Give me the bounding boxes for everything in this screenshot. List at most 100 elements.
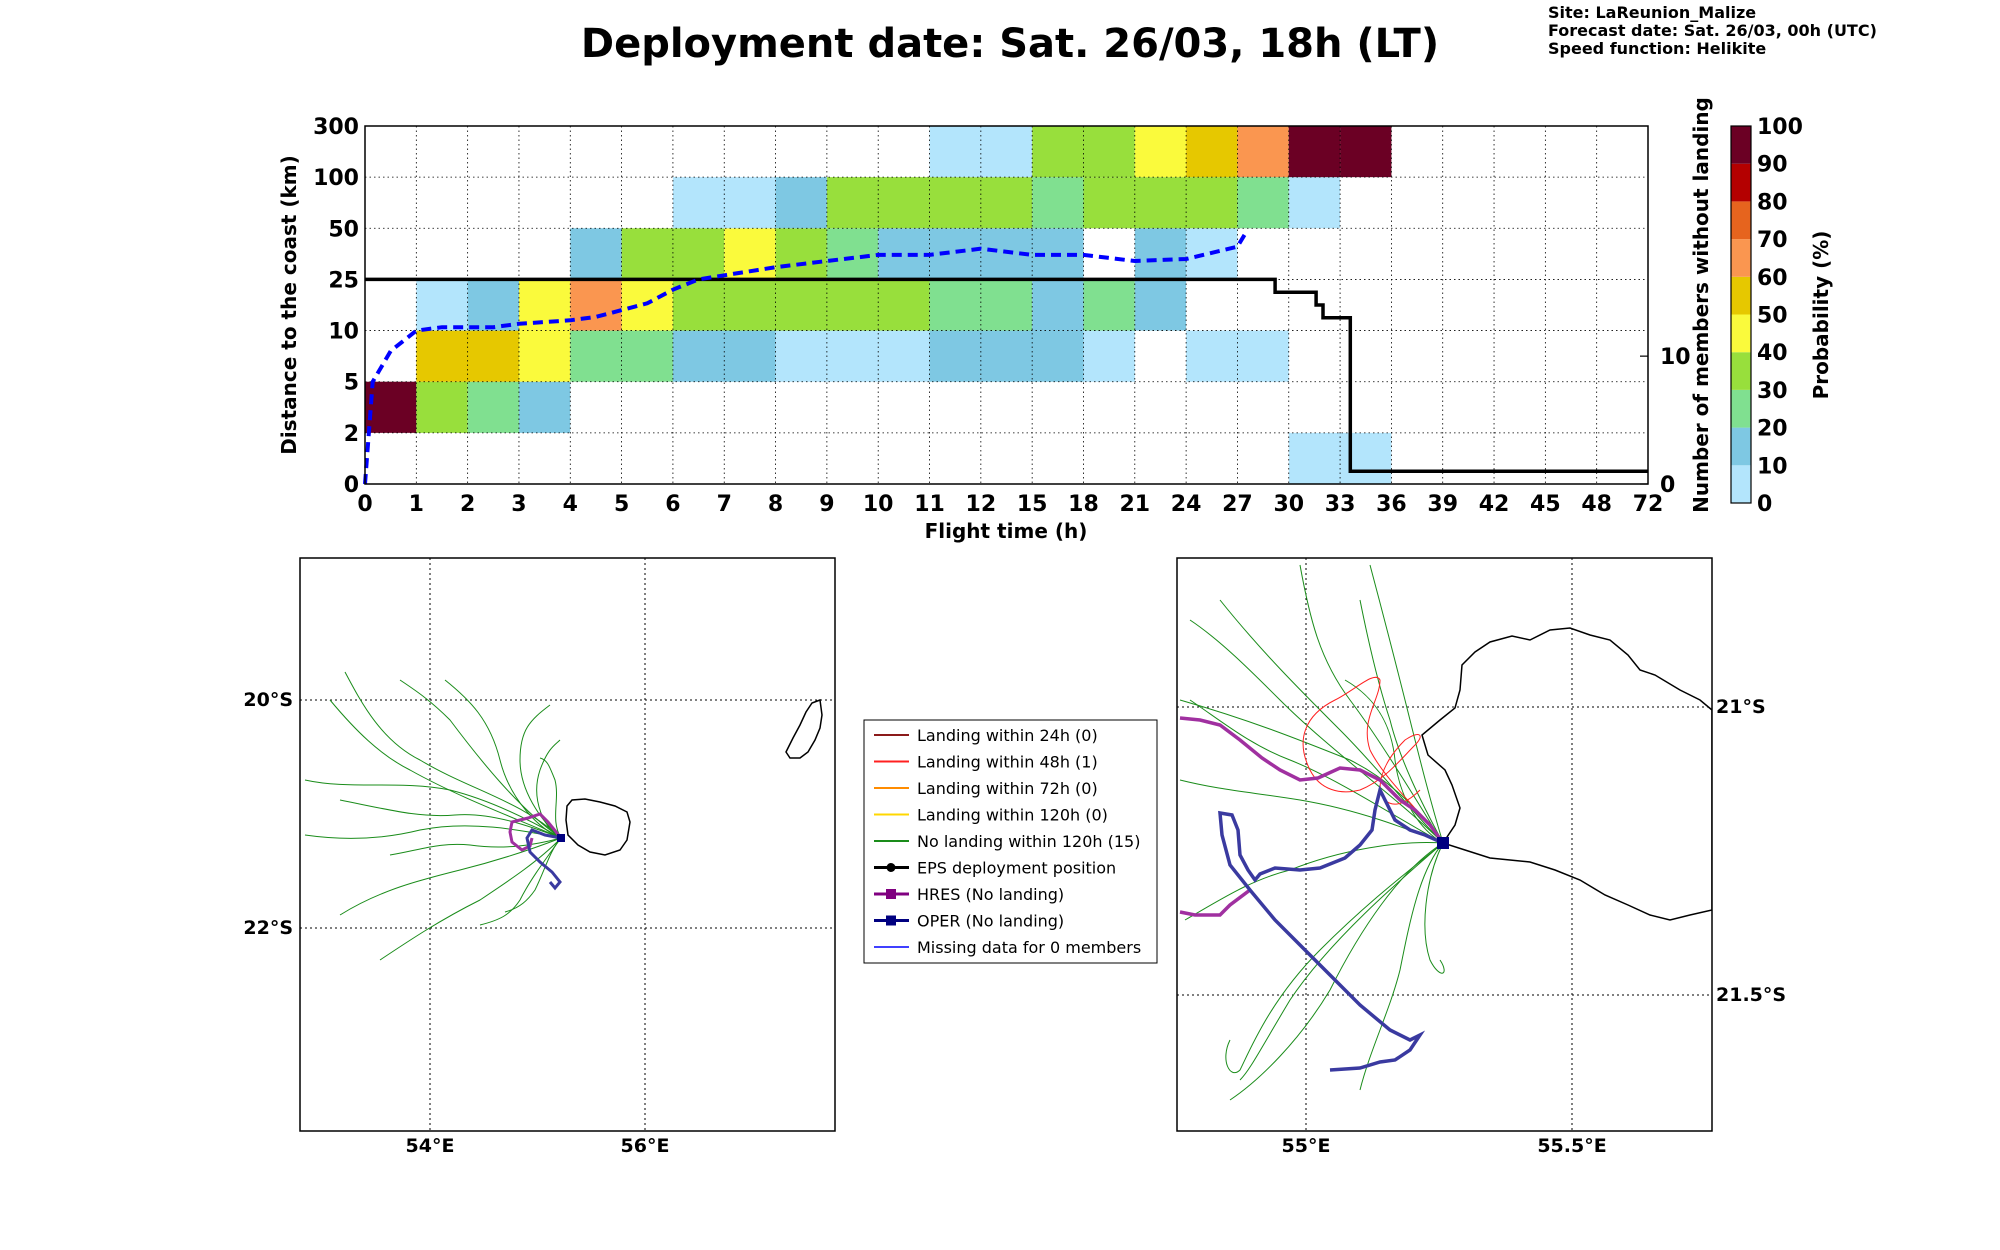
- map-left-panel: 20°S 22°S 54°E 56°E: [243, 557, 836, 1157]
- reunion-island-outline-zoom: [1421, 627, 1712, 921]
- heatmap-cell: [1032, 126, 1135, 178]
- legend-label: HRES (No landing): [917, 885, 1064, 904]
- colorbar-tick-label: 20: [1757, 417, 1788, 442]
- heatmap-cell: [1134, 126, 1187, 178]
- x-tick-labels: 0 1 2 3 4 5 6 7 8 9 10 11 12 15 18 21 24 27 30 33 36 39 42 45 48…: [357, 492, 1663, 517]
- colorbar-swatch: [1731, 201, 1751, 240]
- x-tick-label: 1: [409, 492, 424, 517]
- mauritius-island-outline: [785, 698, 823, 759]
- y2-tick-label: 0: [1660, 473, 1675, 498]
- colorbar-tick-label: 90: [1757, 153, 1788, 178]
- colorbar-swatch: [1731, 352, 1751, 390]
- x-tick-label: 27: [1222, 492, 1253, 517]
- x-tick-label: 4: [563, 492, 578, 517]
- map-left-lat-tick: 22°S: [243, 917, 293, 939]
- y-axis-label: Distance to the coast (km): [277, 155, 301, 455]
- y-tick-label: 10: [328, 320, 359, 345]
- legend-label: Landing within 48h (1): [917, 753, 1098, 772]
- map-left-oper-track: [525, 828, 562, 891]
- legend: Landing within 24h (0) Landing within 48h…: [863, 719, 1158, 964]
- x-tick-label: 15: [1017, 492, 1048, 517]
- x-tick-label: 72: [1633, 492, 1664, 517]
- heatmap-lines: [363, 231, 1648, 485]
- map-right-hres-track-extension: [1179, 888, 1252, 917]
- x-tick-label: 33: [1325, 492, 1356, 517]
- heatmap-cell: [1288, 177, 1341, 229]
- heatmap-cell: [518, 279, 571, 331]
- heatmap-panel: 0 1 2 3 4 5 6 7 8 9 10 11 12 15 18 21 24 27 30 33 36 39 42 45 48…: [277, 97, 1713, 543]
- heatmap-cell: [467, 279, 519, 331]
- legend-marker: [886, 915, 896, 926]
- heatmap-cell: [1083, 177, 1238, 229]
- map-left-lon-tick: 54°E: [406, 1135, 455, 1157]
- x-tick-label: 8: [768, 492, 783, 517]
- heatmap-cell: [775, 177, 827, 229]
- heatmap-grid: [365, 126, 1648, 484]
- legend-marker: [886, 863, 896, 872]
- x-tick-label: 18: [1068, 492, 1099, 517]
- map-right-landing-48h-track: [1302, 677, 1444, 844]
- x-tick-label: 7: [717, 492, 732, 517]
- reunion-island-outline: [565, 798, 631, 856]
- y-tick-label: 50: [328, 217, 359, 242]
- map-right-lon-tick: 55.5°E: [1537, 1135, 1606, 1157]
- heatmap-cell: [416, 279, 468, 331]
- y-tick-label: 100: [313, 166, 359, 191]
- x-tick-label: 10: [863, 492, 894, 517]
- heatmap-cell: [1288, 126, 1341, 178]
- map-right-lon-tick: 55°E: [1282, 1135, 1331, 1157]
- heatmap-cell: [826, 228, 879, 280]
- heatmap-cell: [929, 126, 1033, 178]
- legend-label: No landing within 120h (15): [917, 832, 1140, 851]
- colorbar-tick-label: 100: [1757, 115, 1803, 140]
- colorbar-tick-labels: 0 10 20 30 40 50 60 70 80 90 100: [1757, 115, 1803, 517]
- map-left-ensemble-tracks: [304, 671, 562, 961]
- x-tick-label: 11: [914, 492, 945, 517]
- y-tick-label: 25: [328, 268, 359, 293]
- legend-frame: [863, 719, 1158, 964]
- heatmap-cell: [1134, 279, 1187, 331]
- legend-label: OPER (No landing): [917, 912, 1064, 931]
- map-right-deployment-marker: [1437, 837, 1449, 849]
- distance-dashed-line: [363, 231, 1248, 485]
- x-tick-label: 5: [614, 492, 629, 517]
- map-right-ensemble-tracks: [1179, 564, 1445, 1101]
- y2-axis-label: Number of members without landing: [1689, 97, 1713, 513]
- colorbar-tick-label: 70: [1757, 228, 1788, 253]
- x-tick-label: 45: [1530, 492, 1561, 517]
- colorbar-label: Probability (%): [1809, 231, 1833, 400]
- heatmap-cell: [1032, 279, 1084, 331]
- x-tick-label: 39: [1427, 492, 1458, 517]
- map-left-frame: [299, 557, 836, 1132]
- heatmap-cell: [365, 381, 417, 433]
- colorbar-tick-label: 10: [1757, 454, 1788, 479]
- legend-marker: [886, 889, 896, 899]
- colorbar-swatch: [1731, 126, 1751, 164]
- heatmap-cell: [1134, 228, 1187, 280]
- legend-label: EPS deployment position: [917, 859, 1116, 878]
- map-right-lat-tick: 21°S: [1716, 696, 1766, 718]
- heatmap-cell: [1083, 330, 1135, 382]
- map-left-deployment-marker: [557, 834, 565, 842]
- legend-label: Landing within 24h (0): [917, 726, 1098, 745]
- map-left-lat-tick: 20°S: [243, 689, 293, 711]
- x-tick-label: 24: [1171, 492, 1202, 517]
- heatmap-cell: [1237, 177, 1289, 229]
- heatmap-cell: [416, 381, 468, 433]
- heatmap-cell: [775, 330, 930, 382]
- x-tick-label: 2: [460, 492, 475, 517]
- heatmap-cell: [518, 330, 571, 382]
- heatmap-cell: [1340, 126, 1392, 178]
- figure-title: Deployment date: Sat. 26/03, 18h (LT): [581, 21, 1439, 67]
- heatmap-cell: [929, 279, 1033, 331]
- heatmap-cell: [1237, 126, 1289, 178]
- colorbar-tick-label: 80: [1757, 190, 1788, 215]
- heatmap-cell: [1186, 126, 1238, 178]
- heatmap-cells: [365, 126, 1392, 484]
- heatmap-frame: [364, 125, 1649, 485]
- y2-tick-labels: 0 10: [1640, 345, 1691, 498]
- colorbar-swatch: [1731, 314, 1751, 353]
- map-right-tick-labels: 21°S 21.5°S 55°E 55.5°E: [1282, 696, 1787, 1157]
